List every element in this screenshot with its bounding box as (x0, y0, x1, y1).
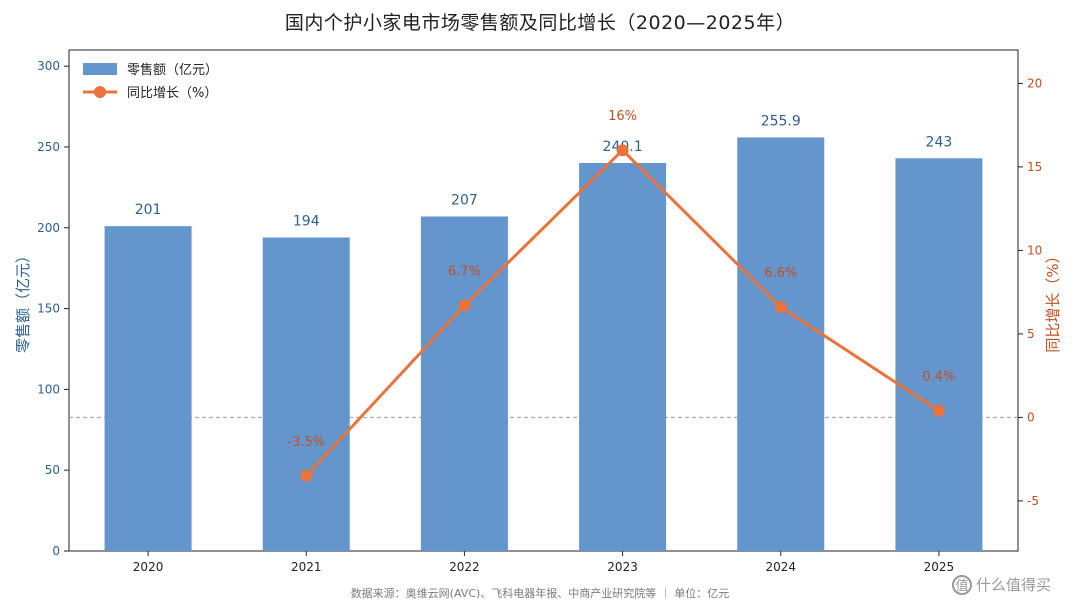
x-axis-tick-label-2023: 2023 (607, 560, 638, 574)
growth-value-label-2025: 0.4% (922, 370, 955, 385)
left-axis-tick-label: 50 (45, 463, 60, 477)
bar-2024 (737, 137, 825, 551)
bar-2025 (895, 158, 983, 551)
left-axis-tick-label: 100 (37, 382, 60, 396)
plot-frame (68, 49, 1019, 552)
x-axis-tick-label-2022: 2022 (449, 560, 480, 574)
left-axis-title: 零售额（亿元） (14, 248, 32, 353)
bar-value-label-2022: 207 (451, 192, 478, 208)
left-axis-tick-label: 200 (37, 221, 60, 235)
left-axis-tick-label: 300 (37, 59, 60, 73)
chart-title: 国内个护小家电市场零售额及同比增长（2020—2025年） (284, 12, 796, 34)
bar-value-label-2025: 243 (926, 134, 953, 150)
legend-bar-swatch (83, 63, 117, 75)
left-axis-tick-label: 150 (37, 302, 60, 316)
x-axis-tick-label-2025: 2025 (924, 560, 955, 574)
growth-point-2021 (300, 469, 313, 482)
x-axis-tick-label-2021: 2021 (291, 560, 322, 574)
right-axis-tick-label: 15 (1027, 160, 1042, 174)
bar-value-label-2021: 194 (293, 213, 320, 229)
bar-value-label-2024: 255.9 (761, 113, 801, 129)
legend-bar-label: 零售额（亿元） (127, 62, 218, 78)
source-note: 数据来源：奥维云网(AVC)、飞科电器年报、中商产业研究院等 ｜ 单位：亿元 (350, 587, 730, 600)
watermark-text: 什么值得买 (976, 576, 1052, 594)
right-axis-tick-label: -5 (1027, 494, 1039, 508)
growth-value-label-2021: -3.5% (287, 435, 325, 450)
watermark-logo-icon: 值 (952, 574, 972, 595)
bar-2021 (262, 237, 350, 552)
right-axis-tick-label: 20 (1027, 76, 1042, 90)
bar-2023 (579, 162, 667, 552)
right-axis-tick-label: 5 (1027, 327, 1035, 341)
legend-line-marker (94, 86, 106, 98)
watermark: 值什么值得买 (952, 574, 1051, 595)
bar-value-label-2020: 201 (135, 202, 162, 218)
bar-2022 (420, 216, 508, 551)
left-axis-tick-label: 0 (52, 544, 60, 558)
legend-line-label: 同比增长（%） (127, 86, 217, 101)
x-axis-tick-label-2020: 2020 (133, 560, 164, 574)
growth-point-2022 (458, 299, 471, 312)
growth-value-label-2023: 16% (608, 109, 637, 124)
right-axis-tick-label: 10 (1027, 243, 1042, 257)
left-axis-tick-label: 250 (37, 140, 60, 154)
x-axis-tick-label-2024: 2024 (765, 560, 796, 574)
growth-point-2025 (932, 404, 945, 417)
growth-value-label-2022: 6.7% (448, 265, 481, 280)
growth-point-2024 (774, 301, 787, 314)
growth-point-2023 (616, 144, 629, 157)
right-axis-title: 同比增长（%） (1044, 248, 1062, 352)
growth-value-label-2024: 6.6% (764, 266, 797, 281)
right-axis-tick-label: 0 (1027, 410, 1035, 424)
bar-2020 (104, 226, 192, 551)
